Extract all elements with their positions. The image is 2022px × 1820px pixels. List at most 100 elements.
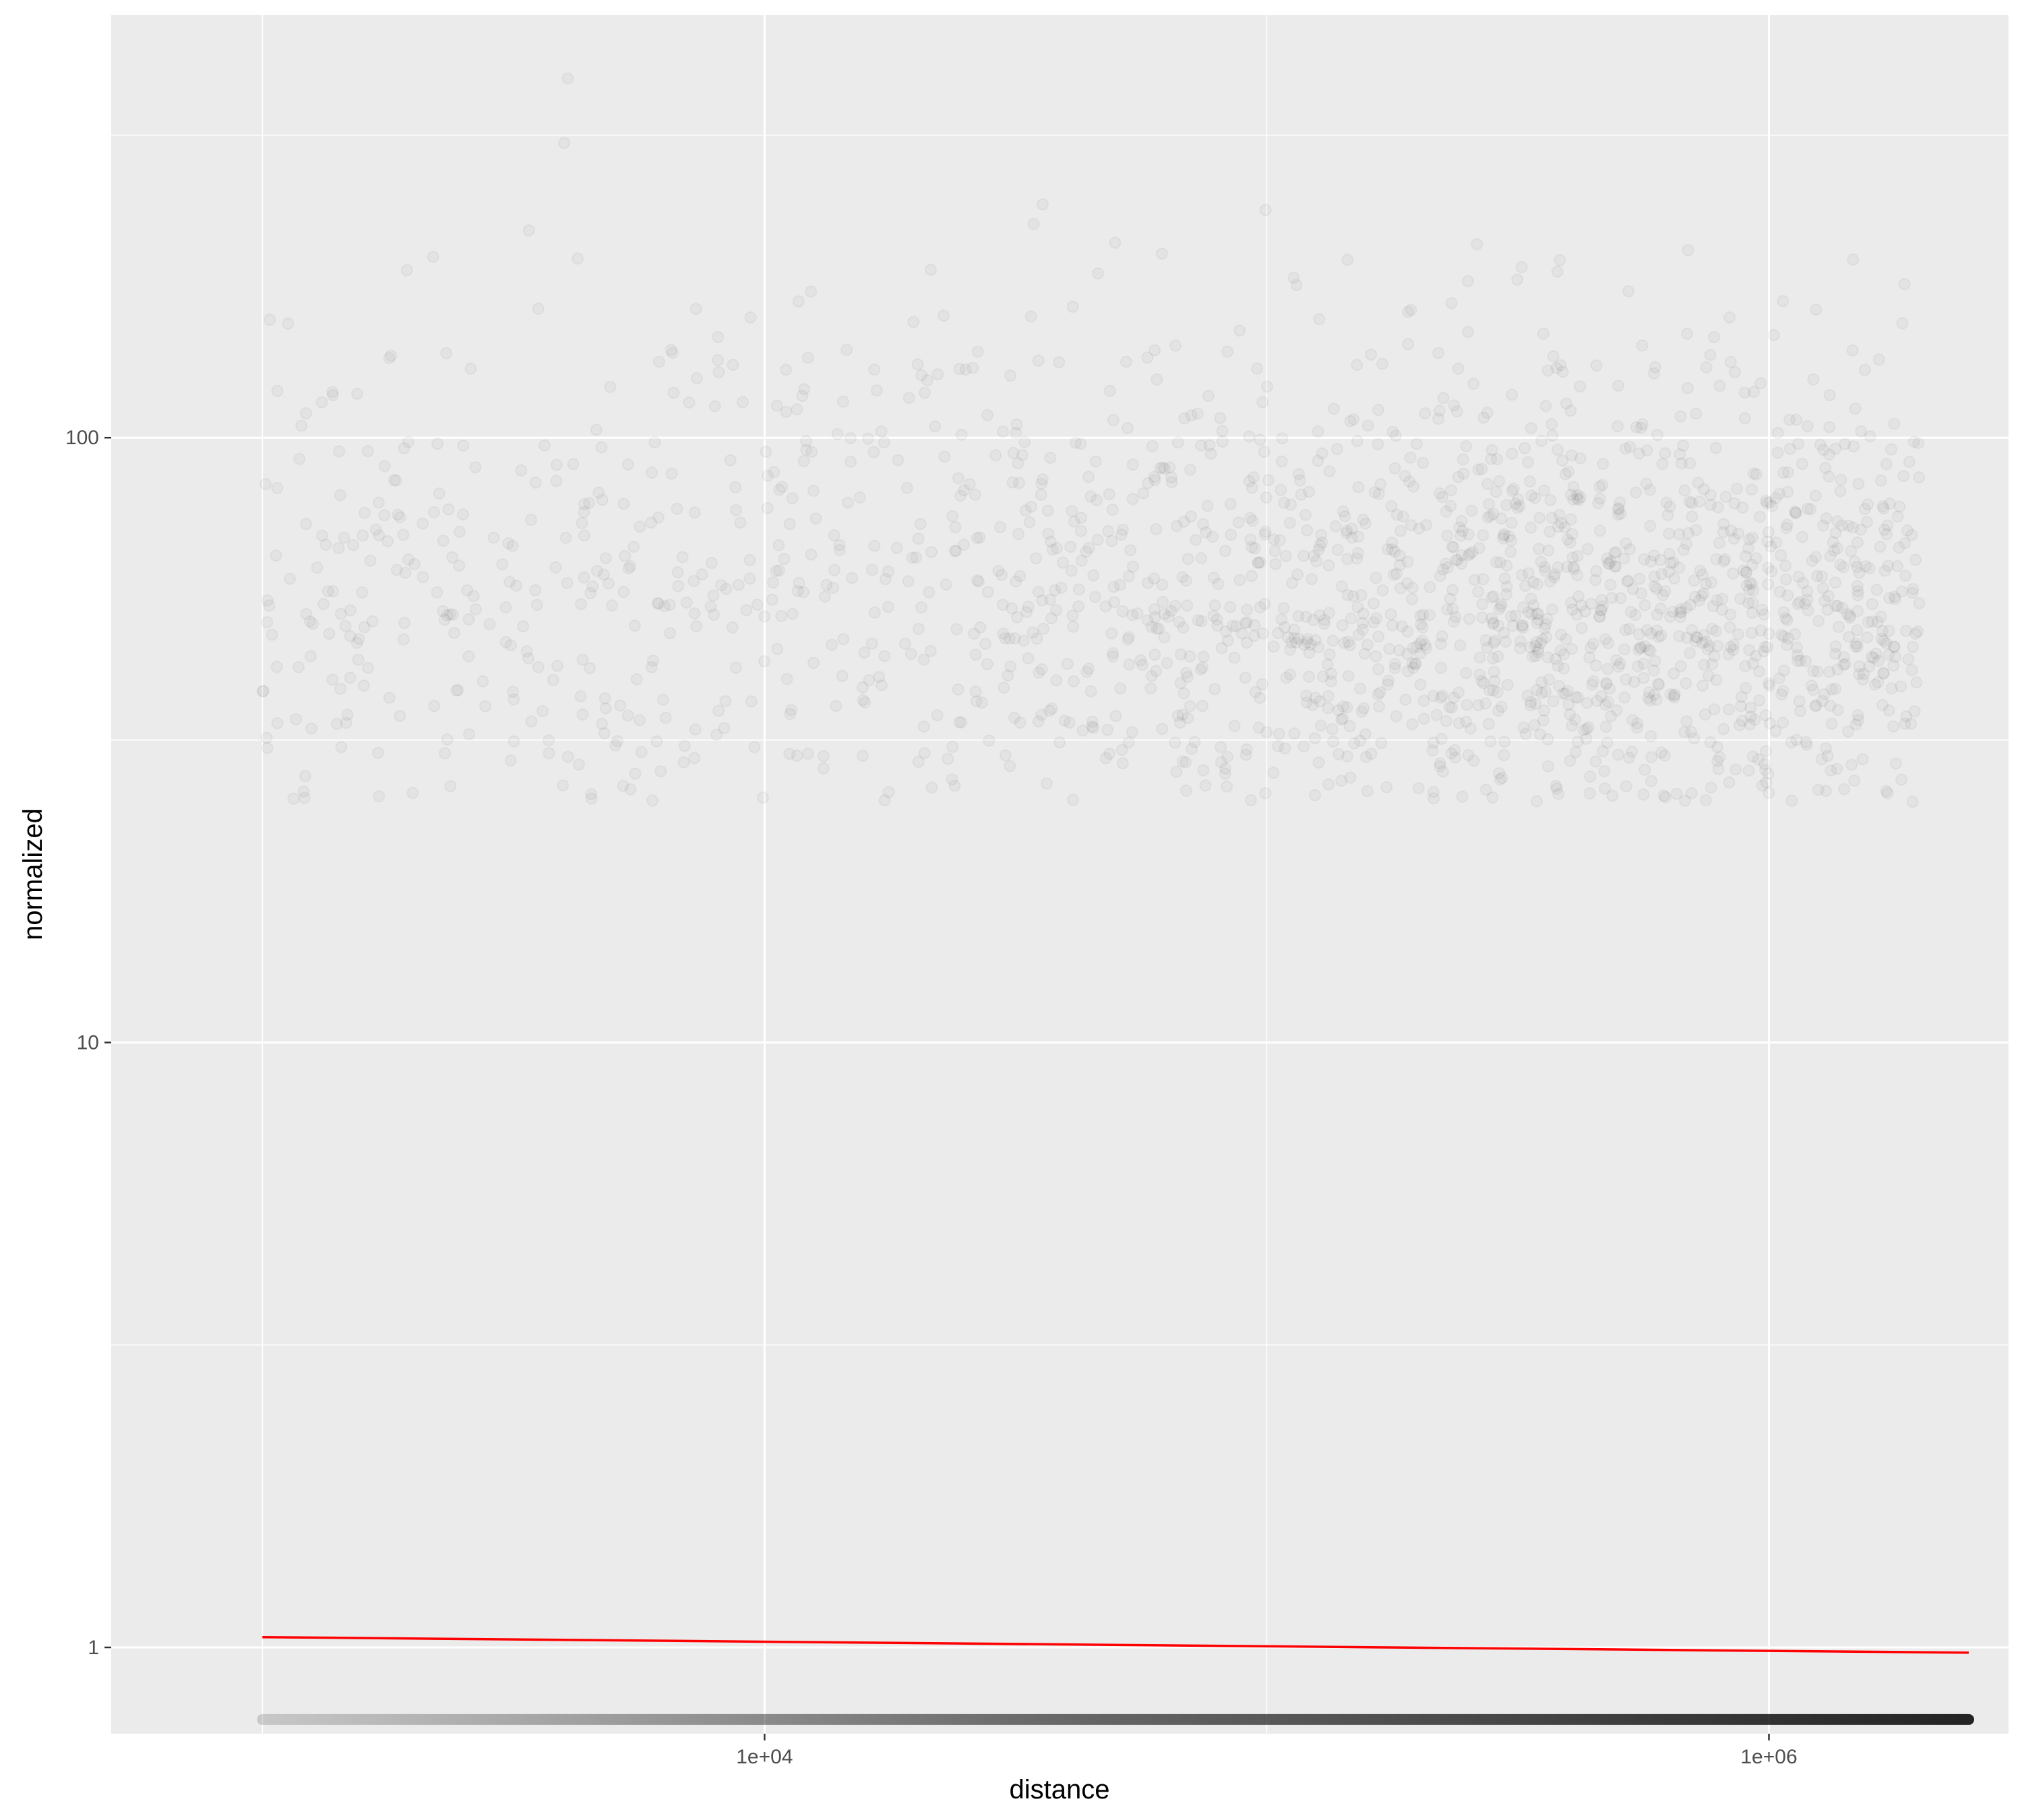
scatter-point-454 [1609,560,1622,573]
scatter-point-738 [1413,522,1426,535]
scatter-point-476 [503,576,516,588]
scatter-point-591 [1541,733,1554,746]
scatter-point-1639 [1558,662,1570,675]
scatter-point-684 [515,464,528,477]
scatter-point-395 [1754,377,1767,390]
scatter-point-702 [1744,718,1756,731]
scatter-point-612 [1157,596,1169,608]
scatter-point-788 [1388,658,1401,671]
scatter-point-332 [1530,607,1543,620]
scatter-point-1725 [1736,715,1748,727]
scatter-point-402 [621,709,634,722]
scatter-point-166 [1448,692,1461,704]
scatter-point-724 [845,432,857,445]
scatter-point-1638 [1182,671,1194,684]
scatter-point-499 [408,557,421,570]
major-gridlines [111,15,2009,1734]
scatter-point-1615 [290,713,303,725]
scatter-point-1078 [1292,610,1305,623]
scatter-point-1525 [925,546,938,558]
scatter-point-1253 [1728,497,1741,510]
scatter-point-1128 [1314,695,1326,708]
scatter-point-209 [1883,497,1896,510]
scatter-point-1868 [1173,615,1186,628]
scatter-point-34 [1196,661,1208,674]
scatter-point-485 [1247,471,1260,484]
scatter-point-1737 [1648,688,1661,701]
scatter-point-1429 [1644,483,1657,496]
scatter-point-1521 [1324,675,1337,688]
scatter-point-1874 [1448,399,1461,412]
scatter-point-1605 [1361,419,1374,432]
scatter-point-285 [1872,676,1885,689]
scatter-point-1080 [1846,344,1859,357]
scatter-point-1816 [1661,509,1674,522]
scatter-point-488 [743,553,756,566]
scatter-point-1701 [1482,717,1495,730]
scatter-point-95 [948,779,961,792]
scatter-point-621 [783,748,796,760]
scatter-point-517 [1851,624,1864,637]
scatter-point-1531 [1235,627,1248,640]
scatter-point-1226 [1447,541,1460,553]
scatter-point-1268 [1820,785,1833,797]
scatter-point-1729 [1487,617,1500,630]
scatter-point-380 [1346,531,1359,544]
scatter-point-1398 [1801,420,1814,433]
scatter-point-1031 [1777,717,1789,729]
scatter-point-507 [1484,735,1497,748]
scatter-point-618 [768,466,780,479]
scatter-point-1835 [604,381,617,393]
scatter-point-987 [1022,601,1035,613]
scatter-point-736 [1151,373,1163,386]
scatter-point-126 [1462,326,1475,338]
scatter-point-1301 [1837,659,1850,671]
scatter-point-1238 [805,548,818,561]
scatter-point-971 [1181,599,1194,612]
scatter-point-1503 [1568,563,1581,576]
scatter-point-1490 [1626,582,1639,595]
scatter-point-1924 [1404,451,1417,464]
scatter-point-772 [1686,497,1698,510]
scatter-point-1246 [1423,581,1436,594]
scatter-point-559 [1345,612,1357,625]
scatter-point-823 [1008,712,1021,724]
scatter-point-59 [350,388,363,400]
scatter-point-628 [1861,631,1874,644]
scatter-point-1753 [1148,572,1161,585]
scatter-point-616 [1402,338,1415,351]
scatter-point-1251 [1855,425,1868,437]
scatter-point-1139 [1485,612,1498,625]
scatter-point-1200 [321,585,334,598]
scatter-point-1764 [628,619,641,632]
scatter-point-465 [1819,462,1832,475]
scatter-point-1862 [621,458,634,471]
scatter-point-138 [578,529,590,542]
scatter-point-97 [1072,600,1085,613]
scatter-point-1865 [1215,642,1228,655]
scatter-point-1403 [1384,608,1397,621]
scatter-point-1857 [1655,630,1667,642]
scatter-point-210 [1773,585,1786,598]
scatter-point-1241 [981,586,994,599]
scatter-point-1255 [295,419,308,432]
scatter-point-252 [1407,480,1420,493]
scatter-point-920 [1807,665,1820,677]
scatter-point-1893 [1756,603,1769,616]
scatter-point-1060 [1323,648,1336,661]
scatter-point-970 [1445,297,1458,309]
scatter-point-393 [263,599,276,612]
scatter-point-873 [1212,578,1225,590]
scatter-point-1147 [1169,599,1182,612]
scatter-point-284 [477,675,489,688]
scatter-point-412 [1593,610,1605,623]
scatter-point-1015 [1732,628,1745,640]
scatter-point-1434 [1696,679,1709,692]
scatter-point-36 [1899,717,1911,730]
scatter-point-926 [264,313,276,326]
scatter-point-1569 [467,590,480,603]
scatter-point-1449 [1612,380,1624,392]
scatter-point-1177 [1239,671,1252,684]
scatter-point-6 [1699,793,1712,806]
scatter-point-233 [1603,682,1616,695]
